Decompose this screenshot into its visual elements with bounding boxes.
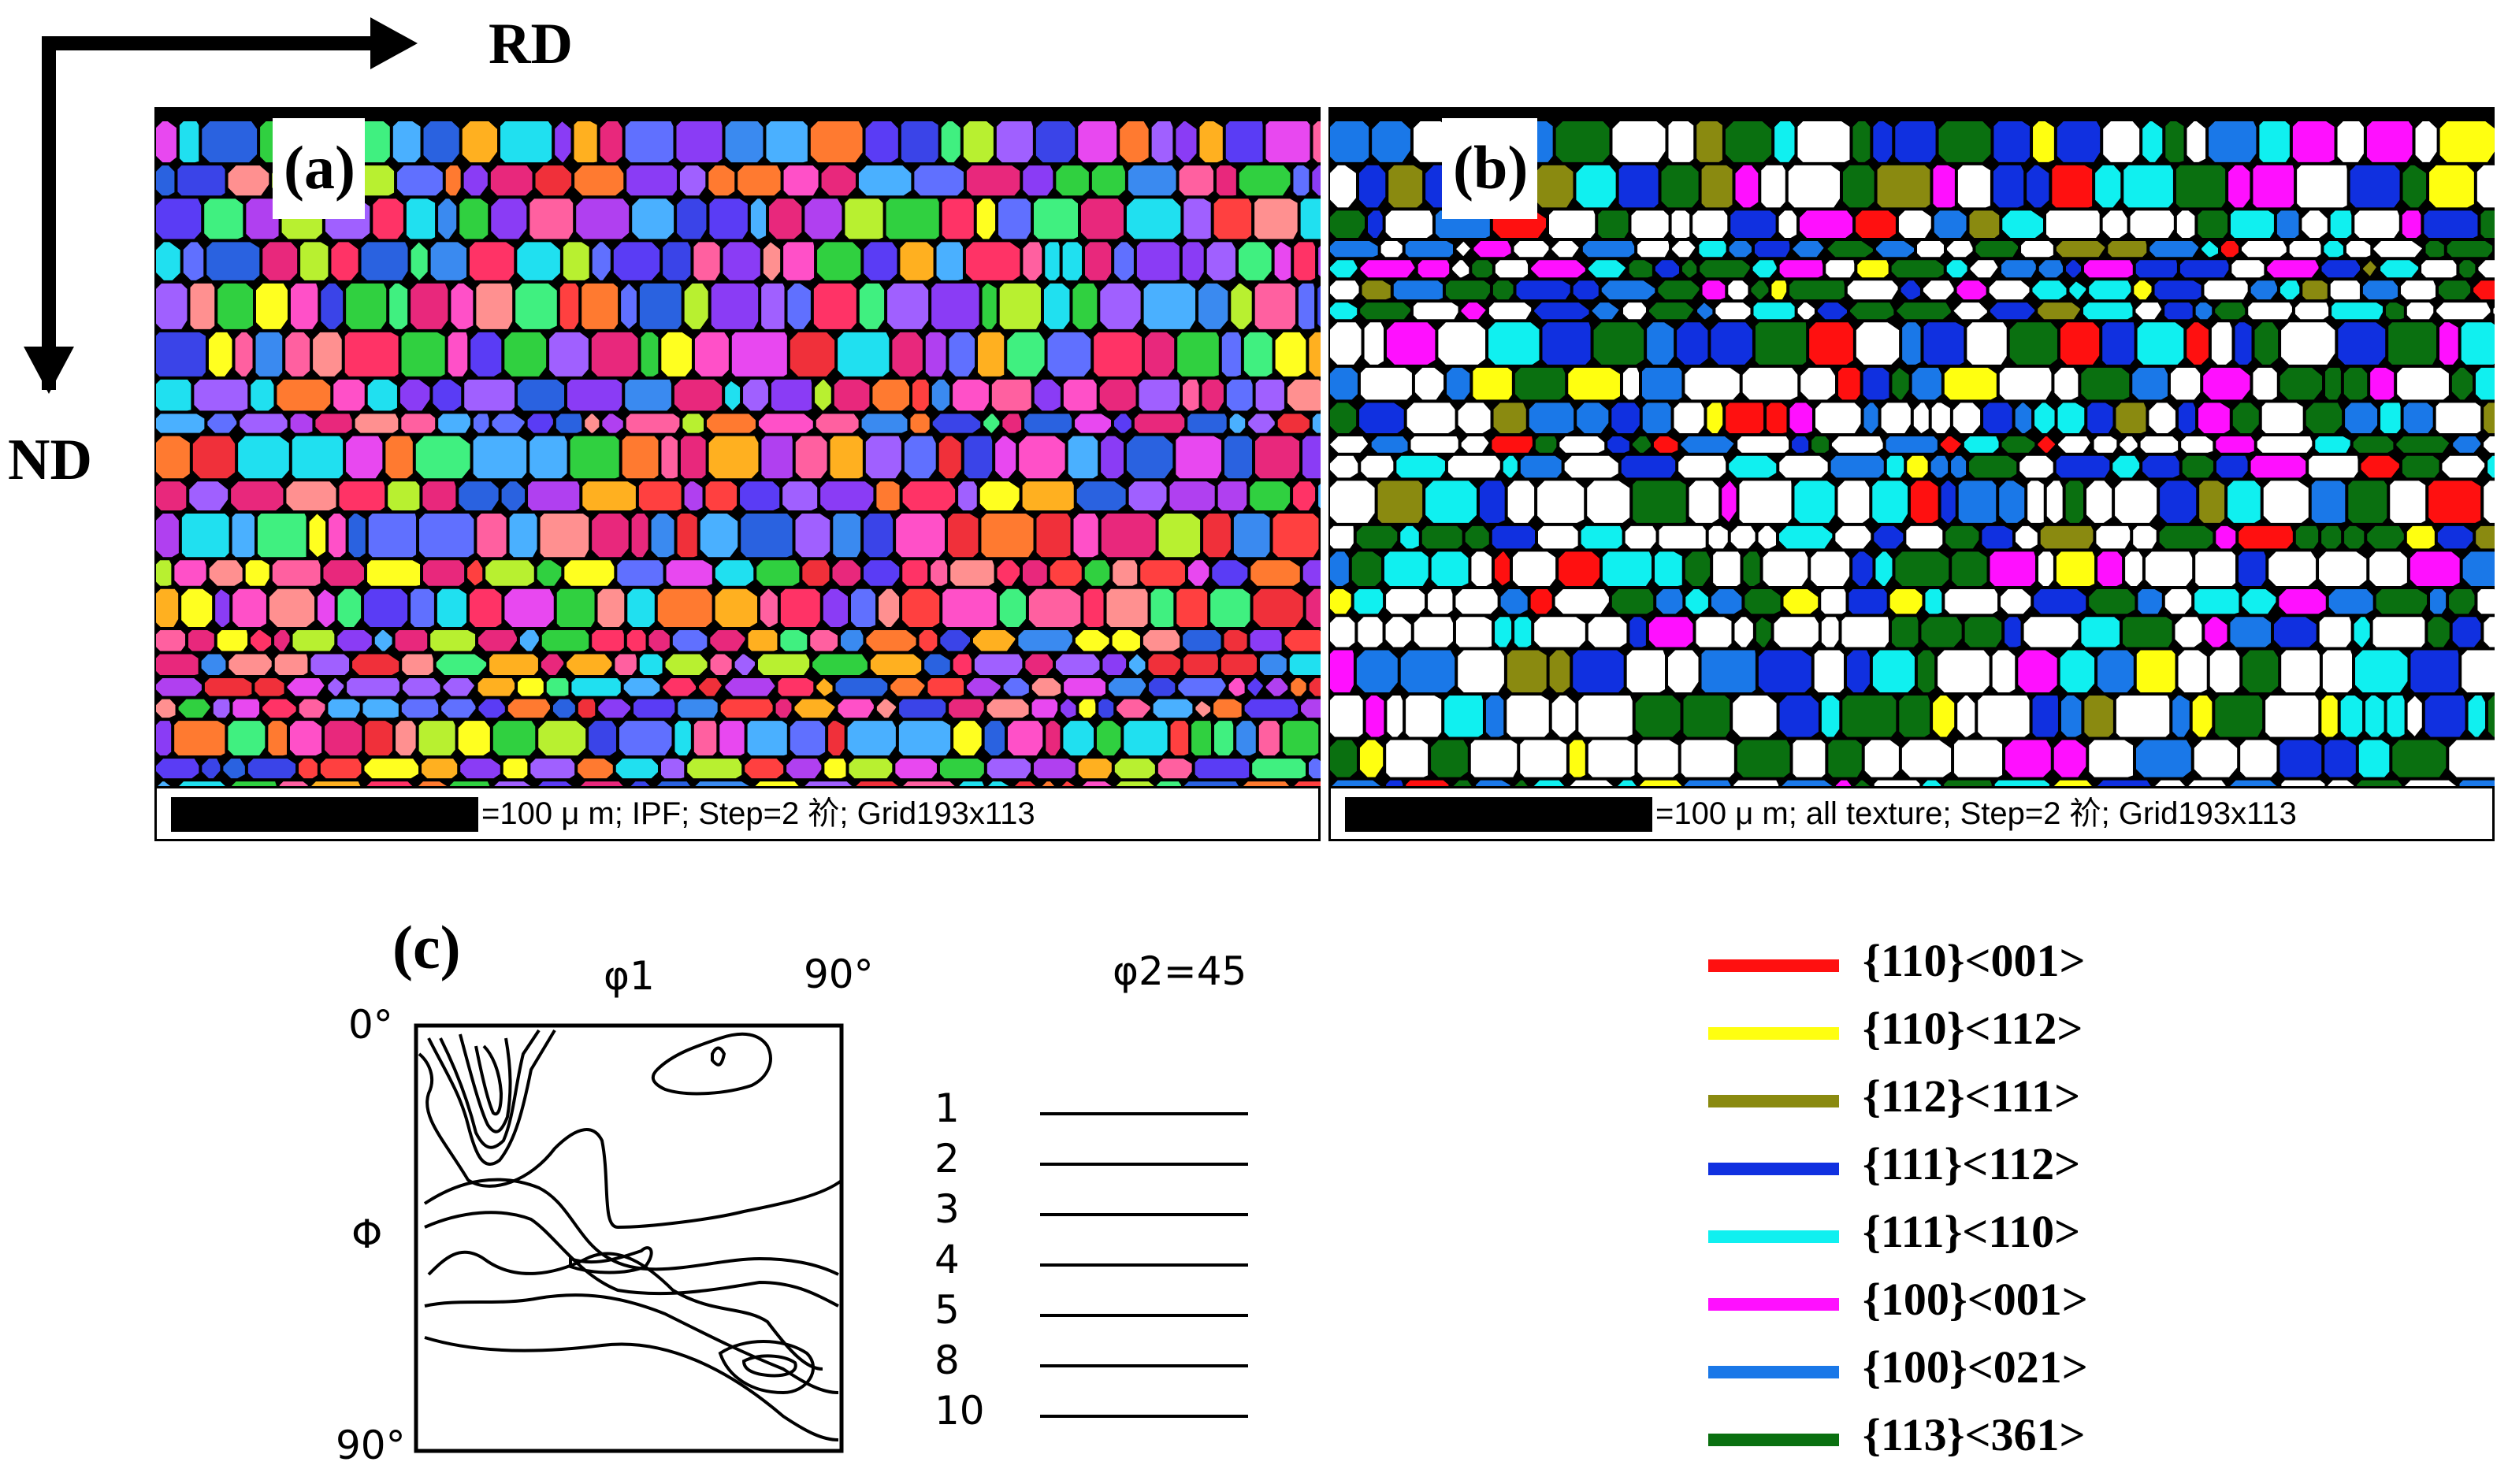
phi1-label: φ1 xyxy=(604,953,655,999)
legend-label: {111}<112> xyxy=(1863,1138,2081,1189)
contour-level-line xyxy=(1040,1263,1248,1267)
ipf-map-a xyxy=(154,107,1321,799)
contour-level-line xyxy=(1040,1364,1248,1367)
Phi-min-label: 0° xyxy=(348,1002,393,1048)
legend-swatch xyxy=(1708,1230,1839,1243)
legend-swatch xyxy=(1708,1027,1839,1040)
panel-b-caption: =100 μ m; all texture; Step=2 祄; Grid193… xyxy=(1655,796,2297,831)
contour-level-value: 2 xyxy=(934,1136,960,1182)
texture-grain-map xyxy=(1328,120,2495,799)
contour-level-line xyxy=(1040,1314,1248,1317)
legend-label: {110}<112> xyxy=(1863,1003,2083,1054)
panel-c-label: (c) xyxy=(392,913,461,981)
axis-arrows xyxy=(24,17,418,394)
Phi-max-label: 90° xyxy=(336,1423,406,1468)
legend-label: {111}<110> xyxy=(1863,1206,2081,1257)
panel-a-caption-bar: =100 μ m; IPF; Step=2 祄; Grid193x113 xyxy=(154,786,1321,841)
odf-contour-plot xyxy=(414,1023,844,1453)
contour-level-value: 10 xyxy=(934,1388,985,1434)
panel-a-label: (a) xyxy=(273,118,365,219)
scale-bar-a xyxy=(171,797,478,832)
contour-level-line xyxy=(1040,1163,1248,1166)
legend-label: {100}<021> xyxy=(1863,1341,2088,1393)
contour-level-line xyxy=(1040,1213,1248,1216)
legend-swatch xyxy=(1708,1298,1839,1311)
legend-swatch xyxy=(1708,1095,1839,1107)
contour-level-line xyxy=(1040,1415,1248,1418)
contour-level-value: 3 xyxy=(934,1186,960,1232)
panel-b-caption-bar: =100 μ m; all texture; Step=2 祄; Grid193… xyxy=(1328,786,2495,841)
legend-label: {100}<001> xyxy=(1863,1274,2088,1325)
panel-b-label: (b) xyxy=(1442,118,1538,219)
grain-group xyxy=(154,120,1321,799)
legend-label: {113}<361> xyxy=(1863,1409,2086,1460)
contour-level-value: 1 xyxy=(934,1085,960,1131)
contour-level-value: 8 xyxy=(934,1337,960,1383)
legend-swatch xyxy=(1708,1434,1839,1446)
contour-level-value: 5 xyxy=(934,1287,960,1333)
legend-swatch xyxy=(1708,1366,1839,1378)
rd-label: RD xyxy=(489,12,573,76)
nd-label: ND xyxy=(8,428,92,492)
phi1-max-label: 90° xyxy=(804,952,874,997)
Phi-label: Φ xyxy=(351,1211,383,1257)
scale-bar-b xyxy=(1345,797,1652,832)
legend-swatch xyxy=(1708,959,1839,972)
legend-label: {110}<001> xyxy=(1863,935,2086,986)
legend-swatch xyxy=(1708,1163,1839,1175)
panel-a-caption: =100 μ m; IPF; Step=2 祄; Grid193x113 xyxy=(481,796,1035,831)
phi2-section-label: φ2=45 xyxy=(1113,948,1247,994)
legend-label: {112}<111> xyxy=(1863,1070,2081,1122)
ipf-grain-map xyxy=(154,120,1321,799)
contour-level-value: 4 xyxy=(934,1237,960,1282)
contour-level-line xyxy=(1040,1112,1248,1115)
